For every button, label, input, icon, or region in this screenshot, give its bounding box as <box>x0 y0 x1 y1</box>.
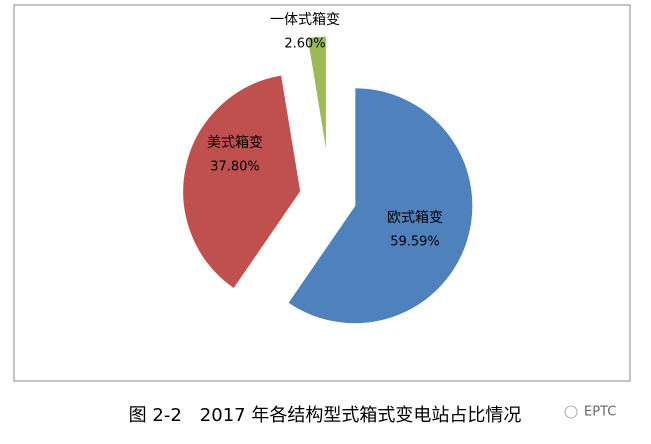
slice-category-label: 欧式箱变 <box>387 210 443 226</box>
slice-value-label: 37.80% <box>210 160 260 175</box>
watermark: EPTC <box>584 405 616 420</box>
slice-value-label: 59.59% <box>390 235 440 250</box>
pie-slice <box>182 74 302 290</box>
pie <box>182 35 474 325</box>
chart-title: 图 2-2 2017 年各结构型式箱式变电站占比情况 <box>129 405 522 426</box>
pie-slice <box>306 35 327 155</box>
pie-slice <box>287 87 474 325</box>
watermark-icon <box>564 405 578 419</box>
slice-category-label: 一体式箱变 <box>270 12 340 28</box>
slice-value-label: 2.60% <box>284 37 325 52</box>
slice-category-label: 美式箱变 <box>207 135 263 151</box>
